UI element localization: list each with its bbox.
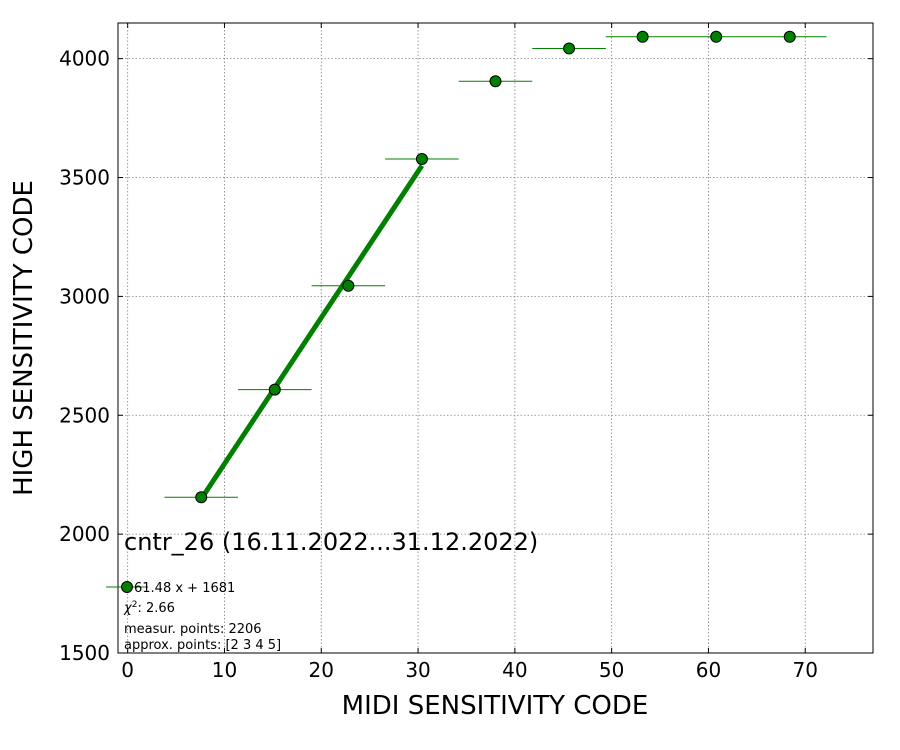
legend-marker	[121, 581, 133, 593]
plot-background	[118, 23, 873, 653]
tick-labels: 0 10 20 30 40 50 60 70 1500 2000 2500 3000 3500 4000	[59, 47, 818, 682]
y-tick-label: 4000	[59, 47, 110, 71]
data-point	[636, 30, 649, 43]
approx-points-label: approx. points: [2 3 4 5]	[124, 638, 281, 653]
data-point	[563, 42, 576, 55]
y-tick-label: 2000	[59, 522, 110, 546]
x-tick-label: 0	[121, 658, 134, 682]
chi2-superscript: 2	[132, 600, 138, 610]
x-tick-label: 60	[696, 658, 721, 682]
grid	[118, 23, 873, 654]
y-axis-title: HIGH SENSITIVITY CODE	[9, 180, 39, 496]
data-point	[268, 383, 281, 396]
x-tick-label: 10	[212, 658, 237, 682]
x-tick-label: 70	[793, 658, 818, 682]
x-axis-title: MIDI SENSITIVITY CODE	[342, 691, 649, 721]
x-tick-label: 20	[309, 658, 334, 682]
chi2-symbol: χ	[123, 601, 133, 616]
legend: 61.48 x + 1681 χ2: 2.66 measur. points: …	[106, 581, 281, 653]
chi2-label: χ2: 2.66	[123, 600, 175, 616]
data-point	[489, 75, 502, 88]
y-tick-label: 3000	[59, 284, 110, 308]
plot-frame	[117, 22, 874, 654]
x-tick-label: 30	[405, 658, 430, 682]
data-point	[195, 491, 208, 504]
data-point	[710, 30, 723, 43]
chi2-value: : 2.66	[137, 601, 174, 616]
data-point	[783, 30, 796, 43]
y-tick-label: 1500	[59, 641, 110, 665]
y-tick-label: 3500	[59, 166, 110, 190]
measur-points-label: measur. points: 2206	[124, 622, 262, 637]
x-tick-label: 50	[599, 658, 624, 682]
fit-line	[199, 164, 425, 501]
x-tick-label: 40	[502, 658, 527, 682]
legend-label: 61.48 x + 1681	[134, 581, 235, 596]
annotation-title: cntr_26 (16.11.2022...31.12.2022)	[124, 528, 538, 556]
data-point	[415, 152, 428, 165]
y-tick-label: 2500	[59, 403, 110, 427]
data-points	[195, 30, 796, 504]
fit-line-group	[199, 164, 425, 501]
data-point	[342, 279, 355, 292]
